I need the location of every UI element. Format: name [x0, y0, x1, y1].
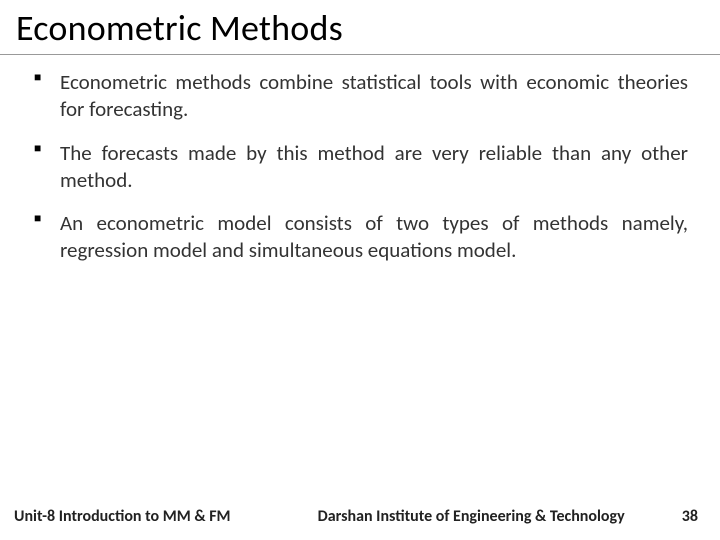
footer-institute: Darshan Institute of Engineering & Techn…	[231, 507, 682, 526]
bullet-item: The forecasts made by this method are ve…	[32, 140, 688, 195]
footer-page-number: 38	[682, 507, 698, 526]
bullet-item: An econometric model consists of two typ…	[32, 210, 688, 265]
footer-unit: Unit-8 Introduction to MM & FM	[14, 507, 231, 526]
slide-title: Econometric Methods	[0, 0, 720, 55]
bullet-list: Econometric methods combine statistical …	[32, 69, 688, 265]
slide-footer: Unit-8 Introduction to MM & FM Darshan I…	[0, 499, 720, 540]
slide: Econometric Methods Econometric methods …	[0, 0, 720, 540]
slide-content: Econometric methods combine statistical …	[0, 55, 720, 499]
bullet-item: Econometric methods combine statistical …	[32, 69, 688, 124]
